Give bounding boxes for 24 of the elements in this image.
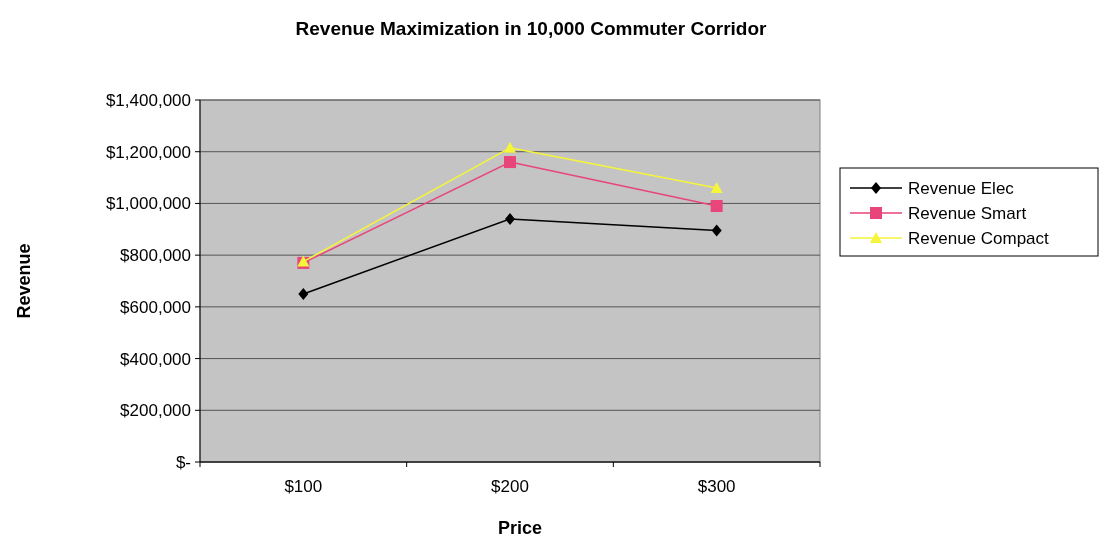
point xyxy=(710,181,723,193)
point xyxy=(505,212,515,225)
y-tick-label: $800,000 xyxy=(120,246,191,266)
point xyxy=(504,141,516,153)
point xyxy=(710,200,723,213)
chart-title: Revenue Maximization in 10,000 Commuter Corridor xyxy=(295,18,768,39)
point xyxy=(298,287,309,300)
point xyxy=(504,156,516,169)
y-tick-label: $600,000 xyxy=(120,297,191,317)
x-tick-label: $200 xyxy=(491,477,529,496)
y-tick-label: $400,000 xyxy=(120,349,191,369)
y-tick-label: $1,400,000 xyxy=(105,91,191,110)
legend-label: Revenue Smart xyxy=(908,204,1027,223)
y-tick-label: $- xyxy=(175,453,191,472)
y-tick-label: $1,000,000 xyxy=(105,194,191,214)
legend-label: Revenue Compact xyxy=(908,229,1050,248)
x-axis-title: Price xyxy=(497,518,543,538)
x-tick-label: $300 xyxy=(697,477,736,496)
legend-label: Revenue Elec xyxy=(908,179,1015,198)
point xyxy=(711,224,722,237)
y-axis-title: Revenue xyxy=(14,243,34,319)
y-tick-label: $1,200,000 xyxy=(105,142,191,162)
x-tick-label: $100 xyxy=(284,477,323,496)
y-tick-label: $200,000 xyxy=(120,401,191,421)
